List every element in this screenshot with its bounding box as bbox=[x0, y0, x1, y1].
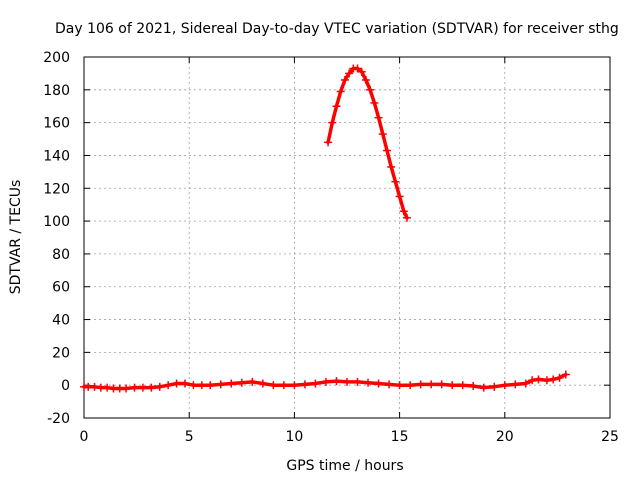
data-point bbox=[172, 379, 181, 388]
x-tick-label: 15 bbox=[391, 429, 409, 445]
data-point bbox=[387, 162, 396, 171]
data-point bbox=[395, 192, 404, 201]
data-point bbox=[353, 64, 362, 73]
chart-title: Day 106 of 2021, Sidereal Day-to-day VTE… bbox=[55, 21, 619, 37]
series-2 bbox=[324, 64, 411, 222]
data-point bbox=[511, 380, 520, 389]
data-point bbox=[290, 381, 299, 390]
data-point bbox=[534, 375, 543, 384]
data-point bbox=[340, 75, 349, 84]
data-point bbox=[336, 87, 345, 96]
data-point bbox=[479, 383, 488, 392]
data-point bbox=[300, 380, 309, 389]
series-1 bbox=[80, 370, 570, 393]
data-point bbox=[364, 378, 373, 387]
data-point bbox=[197, 381, 206, 390]
data-point bbox=[180, 379, 189, 388]
data-point bbox=[561, 370, 570, 379]
y-tick-label: 180 bbox=[43, 83, 70, 99]
data-point bbox=[521, 379, 530, 388]
data-point bbox=[279, 381, 288, 390]
data-point bbox=[122, 384, 131, 393]
data-point bbox=[395, 381, 404, 390]
y-tick-label: 120 bbox=[43, 181, 70, 197]
x-axis-label: GPS time / hours bbox=[286, 458, 403, 474]
data-point bbox=[542, 376, 551, 385]
y-axis-tick-labels: -20 0 20 40 60 80 100 120 140 160 180 200 bbox=[43, 50, 70, 427]
data-point bbox=[490, 382, 499, 391]
data-point bbox=[269, 381, 278, 390]
data-point bbox=[147, 383, 156, 392]
data-point bbox=[374, 113, 383, 122]
data-point bbox=[385, 380, 394, 389]
data-point bbox=[370, 98, 379, 107]
grid bbox=[84, 57, 610, 418]
data-point bbox=[258, 379, 267, 388]
y-tick-label: 20 bbox=[52, 345, 70, 361]
axis-ticks bbox=[83, 56, 611, 419]
data-point bbox=[248, 377, 257, 386]
data-point bbox=[437, 380, 446, 389]
x-axis-tick-labels: 0 5 10 15 20 25 bbox=[80, 429, 619, 445]
data-point bbox=[321, 377, 330, 386]
data-point bbox=[366, 85, 375, 94]
data-point bbox=[189, 381, 198, 390]
data-point bbox=[206, 381, 215, 390]
y-tick-label: 0 bbox=[61, 378, 70, 394]
data-point bbox=[332, 377, 341, 386]
y-tick-label: 40 bbox=[52, 313, 70, 329]
y-tick-label: -20 bbox=[47, 411, 70, 427]
data-point bbox=[237, 378, 246, 387]
data-point bbox=[427, 380, 436, 389]
data-point bbox=[382, 146, 391, 155]
data-point bbox=[332, 102, 341, 111]
data-point bbox=[357, 67, 366, 76]
data-point bbox=[458, 381, 467, 390]
data-point bbox=[469, 382, 478, 391]
data-point bbox=[416, 380, 425, 389]
y-tick-label: 80 bbox=[52, 247, 70, 263]
data-point bbox=[549, 375, 558, 384]
data-point bbox=[343, 377, 351, 386]
data-point bbox=[227, 379, 236, 388]
data-point bbox=[90, 382, 99, 391]
data-point bbox=[402, 213, 411, 222]
data-point bbox=[361, 75, 370, 84]
x-tick-label: 0 bbox=[80, 429, 89, 445]
data-point bbox=[391, 177, 400, 186]
data-point bbox=[164, 381, 173, 390]
data-point bbox=[528, 376, 537, 385]
data-point bbox=[216, 380, 225, 389]
data-point bbox=[374, 379, 383, 388]
data-point bbox=[378, 130, 387, 139]
y-tick-label: 160 bbox=[43, 116, 70, 132]
data-series bbox=[80, 64, 570, 393]
y-tick-label: 60 bbox=[52, 280, 70, 296]
x-tick-label: 5 bbox=[185, 429, 194, 445]
x-tick-label: 10 bbox=[285, 429, 303, 445]
data-point bbox=[399, 207, 408, 216]
data-point bbox=[103, 383, 112, 392]
data-point bbox=[555, 373, 564, 382]
y-tick-label: 140 bbox=[43, 148, 70, 164]
data-point bbox=[406, 381, 415, 390]
plot-frame bbox=[83, 56, 611, 419]
data-point bbox=[345, 69, 354, 78]
data-point bbox=[500, 381, 509, 390]
data-point bbox=[448, 381, 457, 390]
y-tick-label: 100 bbox=[43, 214, 70, 230]
data-point bbox=[138, 383, 147, 392]
data-point bbox=[155, 382, 164, 391]
y-tick-label: 200 bbox=[43, 50, 70, 66]
data-point bbox=[353, 377, 362, 386]
data-point bbox=[324, 138, 333, 147]
data-point bbox=[311, 379, 320, 388]
data-point bbox=[328, 118, 337, 127]
x-tick-label: 25 bbox=[601, 429, 619, 445]
x-tick-label: 20 bbox=[496, 429, 514, 445]
y-axis-label: SDTVAR / TECUs bbox=[8, 180, 24, 295]
data-point bbox=[130, 383, 139, 392]
